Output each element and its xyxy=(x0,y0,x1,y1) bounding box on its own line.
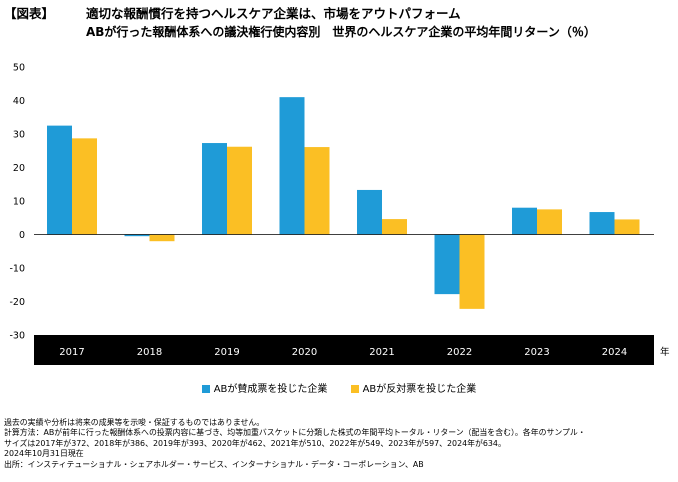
bar-against xyxy=(227,146,252,235)
y-tick-label: 0 xyxy=(19,230,25,241)
y-tick-label: -10 xyxy=(9,264,25,275)
bar-against xyxy=(614,219,640,235)
footnote-date: 2024年10月31日現在 xyxy=(4,449,84,459)
legend-item-against: ABが反対票を投じた企業 xyxy=(350,380,477,395)
x-tick-label: 2019 xyxy=(214,347,239,358)
x-axis-ticks: 2017 2018 2019 2020 2021 2022 2023 2024 xyxy=(59,347,627,358)
x-tick-label: 2020 xyxy=(292,347,317,358)
title-text: 適切な報酬慣行を持つヘルスケア企業は、市場をアウトパフォーム xyxy=(86,6,461,21)
y-tick-label: 30 xyxy=(13,130,25,141)
y-axis-ticks: 50 40 30 20 10 0 -10 -20 -30 xyxy=(9,63,25,342)
y-tick-label: 50 xyxy=(13,63,25,74)
bar-for xyxy=(512,207,537,235)
footnote-disclaimer: 過去の実績や分析は将来の成果等を示唆・保証するものではありません。 xyxy=(4,418,265,427)
bar-for xyxy=(589,212,615,235)
legend-label-for: ABが賛成票を投じた企業 xyxy=(213,384,328,395)
legend-swatch-against xyxy=(350,385,359,393)
x-tick-label: 2023 xyxy=(524,347,549,358)
footnote-source: 出所：インスティテューショナル・シェアホルダー・サービス、インターナショナル・デ… xyxy=(4,459,424,469)
bar-for xyxy=(202,143,227,235)
bar-chart: 50 40 30 20 10 0 -10 -20 -30 2017 2018 2019 2020 202… xyxy=(9,63,670,365)
bar-against xyxy=(459,234,485,309)
x-tick-label: 2018 xyxy=(137,347,162,358)
legend: ABが賛成票を投じた企業 ABが反対票を投じた企業 xyxy=(0,380,678,395)
legend-item-for: ABが賛成票を投じた企業 xyxy=(201,380,328,395)
bar-against xyxy=(72,138,97,235)
x-tick-label: 2021 xyxy=(369,347,394,358)
bar-against xyxy=(304,147,330,235)
y-tick-label: 10 xyxy=(13,197,25,208)
chart-bars xyxy=(47,97,640,309)
bar-against xyxy=(149,234,175,242)
y-tick-label: 40 xyxy=(13,96,25,107)
footnote-sample-size: サイズは2017年が372、2018年が386、2019年が393、2020年が… xyxy=(4,438,506,448)
x-tick-label: 2017 xyxy=(59,347,84,358)
x-tick-label: 2024 xyxy=(602,347,627,358)
footnotes: 過去の実績や分析は将来の成果等を示唆・保証するものではありません。 計算方法：A… xyxy=(4,418,676,470)
y-tick-label: 20 xyxy=(13,163,25,174)
chart-subtitle: ABが行った報酬体系への議決権行使内容別 世界のヘルスケア企業の平均年間リターン… xyxy=(86,25,596,39)
x-tick-label: 2022 xyxy=(447,347,472,358)
y-tick-label: -20 xyxy=(9,297,25,308)
y-tick-label: -30 xyxy=(9,331,25,342)
bar-against xyxy=(382,219,407,235)
bar-against xyxy=(537,209,562,235)
figure-tag: 【図表】 xyxy=(4,6,55,21)
bar-for xyxy=(279,97,305,235)
legend-swatch-for xyxy=(201,385,210,393)
bar-for xyxy=(47,125,72,235)
footnote-method: 計算方法：ABが前年に行った報酬体系への投票内容に基づき、均等加重バスケットに分… xyxy=(4,428,586,438)
legend-label-against: ABが反対票を投じた企業 xyxy=(362,384,477,395)
bar-for xyxy=(357,189,382,235)
bar-for xyxy=(124,234,150,237)
x-axis-label: 年 xyxy=(660,346,670,358)
x-axis-band xyxy=(34,335,654,365)
bar-for xyxy=(434,234,460,295)
chart-title: 【図表】 適切な報酬慣行を持つヘルスケア企業は、市場をアウトパフォーム xyxy=(4,3,461,22)
